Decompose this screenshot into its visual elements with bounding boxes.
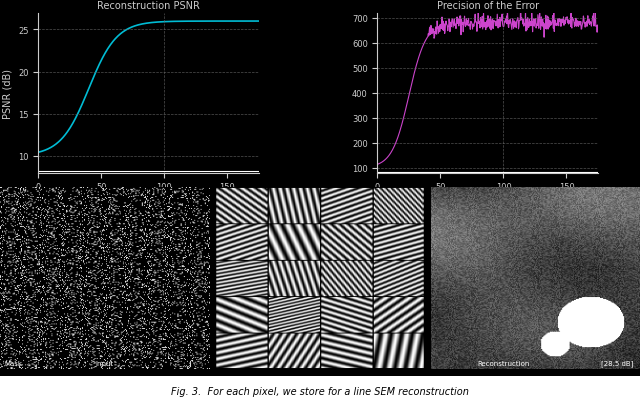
- X-axis label: Iteration: Iteration: [467, 198, 509, 207]
- X-axis label: Iteration: Iteration: [128, 198, 170, 207]
- Y-axis label: PSNR (dB): PSNR (dB): [3, 68, 13, 118]
- Text: Mask: Mask: [4, 360, 22, 366]
- Title: Reconstruction PSNR: Reconstruction PSNR: [97, 2, 200, 11]
- Text: Fig. 3.  For each pixel, we store for a line SEM reconstruction: Fig. 3. For each pixel, we store for a l…: [171, 386, 469, 396]
- Text: Input: Input: [95, 360, 114, 366]
- Text: Reconstruction: Reconstruction: [478, 360, 530, 366]
- Text: [28.5 dB]: [28.5 dB]: [602, 359, 634, 366]
- Title: Precision of the Error: Precision of the Error: [436, 2, 539, 11]
